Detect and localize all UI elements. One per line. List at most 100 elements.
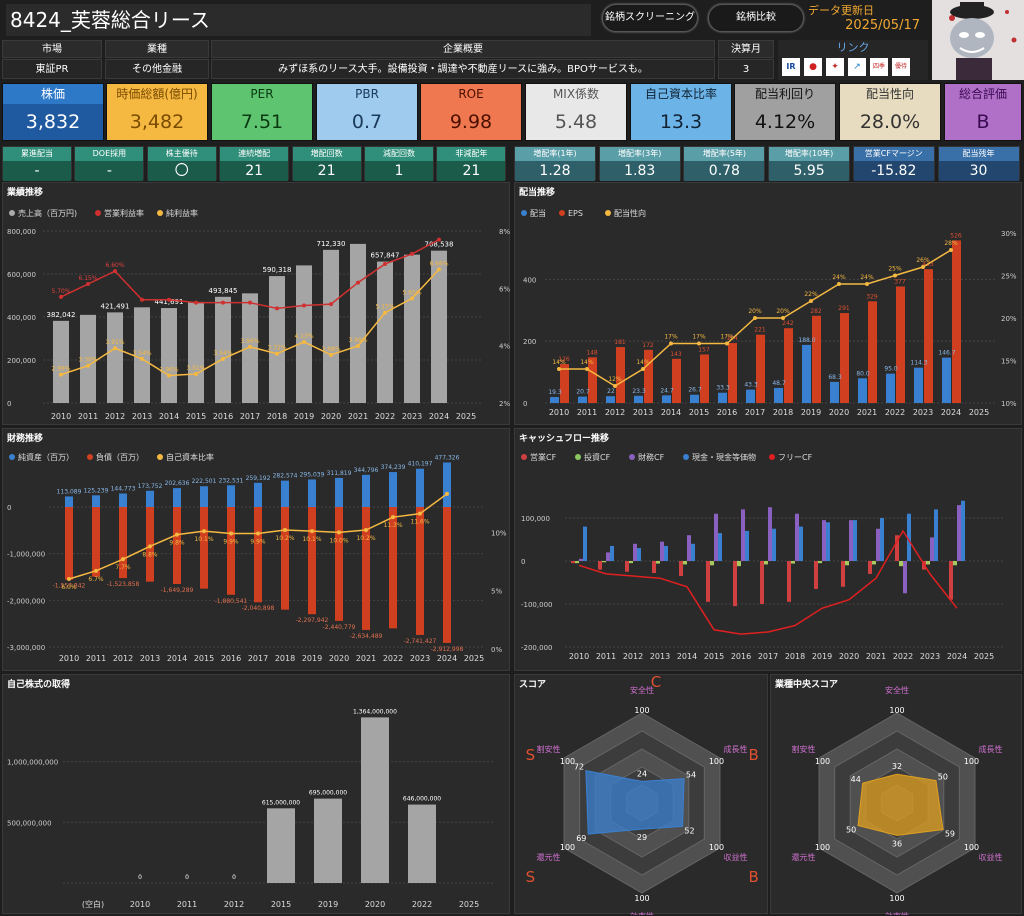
equity-bar	[254, 482, 262, 507]
op-margin-point	[437, 237, 441, 242]
payout-label: 12%	[608, 376, 622, 383]
stat-value: 〇	[147, 161, 216, 181]
fiscal-value: 3	[718, 59, 774, 79]
kpi-0: 株価 3,832	[2, 83, 104, 141]
payout-label: 20%	[748, 308, 762, 315]
ratio-point	[148, 544, 152, 549]
radar-value: 50	[938, 773, 948, 782]
kpi-value: 4.12%	[754, 111, 816, 133]
x-tick-label: 2024	[429, 412, 449, 421]
y-tick-label: -1,000,000	[7, 551, 45, 559]
ratio-label: 10.1%	[194, 536, 213, 543]
radar-max: 100	[634, 706, 649, 715]
payout-point	[725, 341, 729, 346]
link-yutai-icon[interactable]: 優待	[892, 58, 910, 76]
radar-axis-label: 成長性	[724, 744, 748, 754]
chart-zaimu: 純資産（百万） 負債（百万） 自己資本比率 0 -1,000,000 -2,000,000…	[7, 452, 507, 663]
equity-label: 410,197	[408, 461, 433, 468]
buyback-label: 0	[232, 874, 236, 881]
payout-point	[949, 248, 953, 252]
x-tick-label: 2011	[78, 412, 98, 421]
fin-cf-bar	[876, 528, 880, 561]
stat-label: 増配率(1年)	[515, 147, 595, 161]
net-margin-label: 2.96%	[159, 366, 178, 373]
compare-button[interactable]: 銘柄比較	[708, 4, 804, 32]
legend-label: 売上高（百万円)	[18, 208, 77, 218]
y-tick-label: 600,000	[7, 271, 36, 279]
payout-point	[641, 367, 645, 371]
div-label: 24.7	[660, 387, 674, 394]
eps-label: 329	[866, 293, 878, 300]
legend-label: 配当性向	[614, 208, 646, 218]
op-cf-bar	[949, 561, 953, 600]
eps-label: 143	[670, 351, 682, 358]
ratio-point	[310, 529, 314, 534]
screening-button[interactable]: 銘柄スクリーニング	[602, 4, 698, 32]
stat-2: 株主優待〇	[146, 146, 217, 181]
x-tick-label: 2017	[745, 408, 765, 417]
ratio-point	[67, 577, 71, 581]
y2-tick-label: 8%	[499, 228, 510, 236]
net-margin-point	[275, 351, 279, 356]
equity-label: 125,239	[84, 487, 109, 494]
stat-9: 増配率(5年) 0.78	[683, 146, 766, 181]
link-shikiho-icon[interactable]: 四季	[870, 58, 888, 76]
payout-label: 17%	[720, 334, 734, 341]
div-label: 33.3	[716, 385, 730, 392]
x-tick-label: 2015	[271, 900, 291, 909]
legend-marker	[605, 210, 611, 216]
link-kabutan-icon[interactable]: ●	[804, 58, 822, 76]
net-margin-label: 3.68%	[321, 346, 340, 353]
x-tick-label: 2014	[159, 412, 179, 421]
fin-cf-bar	[957, 505, 961, 561]
eps-label: 148	[586, 349, 598, 356]
eps-bar	[840, 313, 849, 403]
div-label: 95.0	[884, 366, 898, 373]
payout-label: 17%	[664, 334, 678, 341]
link-minkabu-icon[interactable]: ✦	[826, 58, 844, 76]
link-chart-icon[interactable]: ↗	[848, 58, 866, 76]
net-margin-point	[194, 372, 198, 377]
x-tick-label: 2021	[348, 412, 368, 421]
y-tick-label: 0	[7, 504, 11, 512]
kpi-value: 13.3	[659, 111, 703, 133]
stat-value: -	[75, 161, 144, 181]
chart-median: 32100安全性50100成長性59100収益性36100効率性50100還元性…	[791, 685, 1002, 915]
x-tick-label: 2010	[59, 654, 79, 663]
panel-zaimu: 財務推移 純資産（百万） 負債（百万） 自己資本比率 0 -1,000,000 -2,00…	[2, 428, 510, 671]
x-tick-label: 2011	[86, 654, 106, 663]
payout-label: 14%	[552, 359, 566, 366]
link-ir-icon[interactable]: IR	[782, 58, 800, 76]
equity-label: 173,752	[138, 483, 163, 490]
radar-grade: B	[749, 868, 759, 886]
debt-label: -2,741,427	[404, 638, 437, 645]
y2-tick-label: 15%	[1001, 358, 1017, 366]
x-tick-label: 2019	[812, 652, 832, 661]
ratio-label: 11.6%	[410, 519, 429, 526]
x-tick-label: 2012	[623, 652, 643, 661]
eps-label: 282	[810, 308, 822, 315]
div-label: 68.3	[828, 374, 842, 381]
op-cf-bar	[841, 561, 845, 587]
net-margin-point	[248, 344, 252, 349]
buyback-label: 695,000,000	[309, 790, 347, 797]
panel-jisha: 自己株式の取得 500,000,000 1,000,000,000 (空白) 2010…	[2, 674, 510, 914]
fin-cf-bar	[579, 558, 583, 561]
x-tick-label: 2020	[839, 652, 859, 661]
kpi-label: 時価総額(億円)	[107, 84, 207, 104]
market-value: 東証PR	[2, 59, 102, 79]
ratio-point	[256, 531, 260, 536]
x-tick-label: 2015	[194, 654, 214, 663]
x-tick-label: 2024	[941, 408, 961, 417]
stat-value: 21	[292, 161, 361, 181]
y2-tick-label: 10%	[491, 529, 507, 537]
x-tick-label: 2013	[132, 412, 152, 421]
stat-value: -	[3, 161, 71, 181]
x-tick-label: 2023	[402, 412, 422, 421]
debt-bar	[443, 507, 451, 643]
kpi-value: B	[976, 111, 990, 133]
op-cf-bar	[814, 561, 818, 589]
legend-marker	[9, 210, 15, 216]
kpi-label: PER	[212, 84, 312, 104]
radar-value: 44	[851, 775, 861, 784]
